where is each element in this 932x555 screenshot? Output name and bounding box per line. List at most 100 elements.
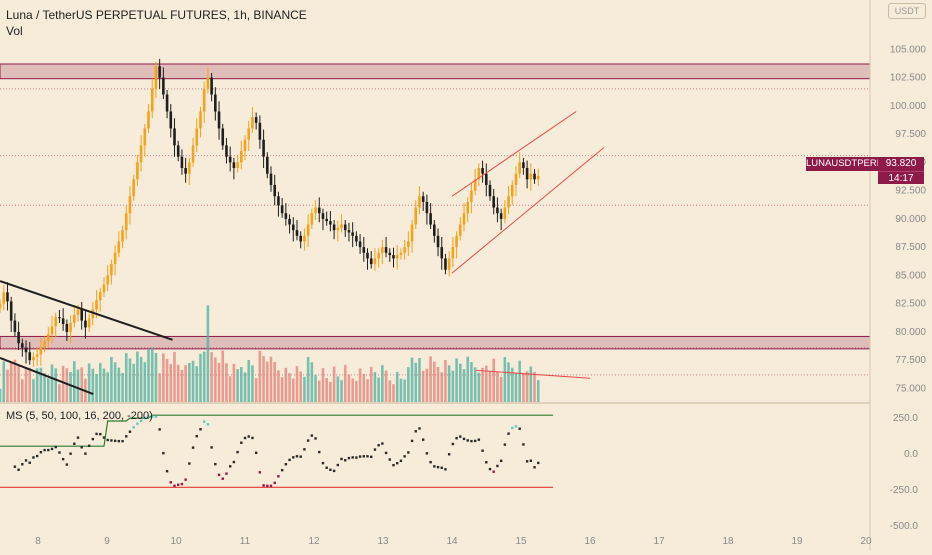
candle-body xyxy=(50,326,54,335)
candle-body xyxy=(466,201,470,214)
candle-body xyxy=(522,162,525,168)
ms-dot xyxy=(485,461,488,464)
volume-bar xyxy=(9,361,13,402)
candle-body xyxy=(451,247,455,259)
ms-dot xyxy=(396,461,399,465)
candle-body xyxy=(188,162,191,174)
volume-bar xyxy=(299,371,302,402)
candle-body xyxy=(61,318,65,324)
volume-bar xyxy=(232,363,236,402)
volume-bar xyxy=(392,384,395,402)
currency-badge[interactable]: USDT xyxy=(888,3,926,19)
candle-body xyxy=(395,255,399,259)
time-tick-label: 19 xyxy=(791,536,803,547)
time-tick-label: 18 xyxy=(722,536,734,547)
volume-bar xyxy=(21,379,24,402)
volume-bar xyxy=(429,356,432,402)
candle-body xyxy=(240,151,243,163)
volume-bar xyxy=(262,356,265,402)
ms-dot xyxy=(325,466,328,469)
volume-bar xyxy=(228,376,232,402)
candle-body xyxy=(310,213,314,225)
ms-dot xyxy=(429,460,432,464)
volume-bar xyxy=(210,352,213,402)
candle-body xyxy=(444,258,447,270)
price-tick-label: 80.000 xyxy=(895,327,926,338)
volume-bar xyxy=(481,367,484,402)
candle-body xyxy=(473,179,477,191)
volume-bar xyxy=(162,353,165,402)
ms-dot xyxy=(188,462,191,465)
volume-bar xyxy=(24,367,28,402)
candle-body xyxy=(525,168,529,180)
candle-body xyxy=(418,196,421,208)
candle-body xyxy=(455,235,458,248)
ms-dot xyxy=(347,456,351,460)
price-tick-label: 100.000 xyxy=(890,101,927,112)
candle-body xyxy=(35,354,39,357)
ms-dot xyxy=(355,456,358,459)
volume-bar xyxy=(395,371,399,402)
ms-dot xyxy=(199,428,202,431)
candle-body xyxy=(518,162,521,174)
candle-body xyxy=(136,162,139,180)
volume-bar xyxy=(507,362,510,402)
candle-body xyxy=(143,128,147,146)
ms-dot xyxy=(132,426,135,429)
ms-dot xyxy=(117,439,121,443)
volume-bar xyxy=(150,347,154,402)
candle-body xyxy=(54,317,58,327)
candle-body xyxy=(329,221,332,225)
volume-bar xyxy=(206,305,210,402)
price-tick-label: 105.000 xyxy=(890,44,927,55)
ms-dot xyxy=(273,481,276,485)
ms-dot xyxy=(232,460,236,464)
candle-body xyxy=(117,241,121,253)
candle-body xyxy=(72,314,76,323)
candle-body xyxy=(392,255,395,259)
candle-body xyxy=(6,292,9,302)
volume-bar xyxy=(384,370,388,402)
supply-demand-zone-1 xyxy=(0,63,871,80)
candle-body xyxy=(299,235,302,242)
volume-bar xyxy=(373,372,377,402)
candle-body xyxy=(236,162,239,168)
volume-bar xyxy=(514,373,518,402)
candle-body xyxy=(388,252,392,256)
time-tick-label: 14 xyxy=(446,536,458,547)
volume-bar xyxy=(332,366,336,402)
volume-bar xyxy=(314,375,317,402)
candle-body xyxy=(340,224,343,228)
candle-body xyxy=(191,145,195,163)
ms-dot xyxy=(217,473,221,477)
volume-bar xyxy=(277,370,280,402)
time-tick-label: 20 xyxy=(860,536,872,547)
volume-bar xyxy=(529,366,533,402)
candle-body xyxy=(533,173,536,180)
candle-body xyxy=(499,213,503,219)
candle-body xyxy=(536,175,540,180)
ms-dot xyxy=(407,451,410,454)
volume-bar xyxy=(355,380,358,402)
volume-bar xyxy=(225,363,228,402)
ms-dot xyxy=(303,448,306,451)
volume-bar xyxy=(399,378,403,402)
descending-trendline-upper xyxy=(0,280,173,341)
volume-bar xyxy=(236,369,239,402)
ms-dot xyxy=(184,478,187,481)
volume-bar xyxy=(136,351,139,402)
ms-dot xyxy=(336,463,340,467)
time-tick-label: 16 xyxy=(584,536,596,547)
volume-bar xyxy=(98,363,102,402)
ms-dot xyxy=(370,455,373,459)
time-tick-label: 17 xyxy=(653,536,665,547)
candle-body xyxy=(113,252,117,265)
ms-dot xyxy=(329,468,332,471)
ms-dot xyxy=(459,435,462,438)
volume-bar xyxy=(65,368,69,402)
volume-bar xyxy=(251,365,254,402)
candle-body xyxy=(124,213,128,231)
candle-body xyxy=(280,205,284,214)
ms-dot xyxy=(73,442,76,445)
